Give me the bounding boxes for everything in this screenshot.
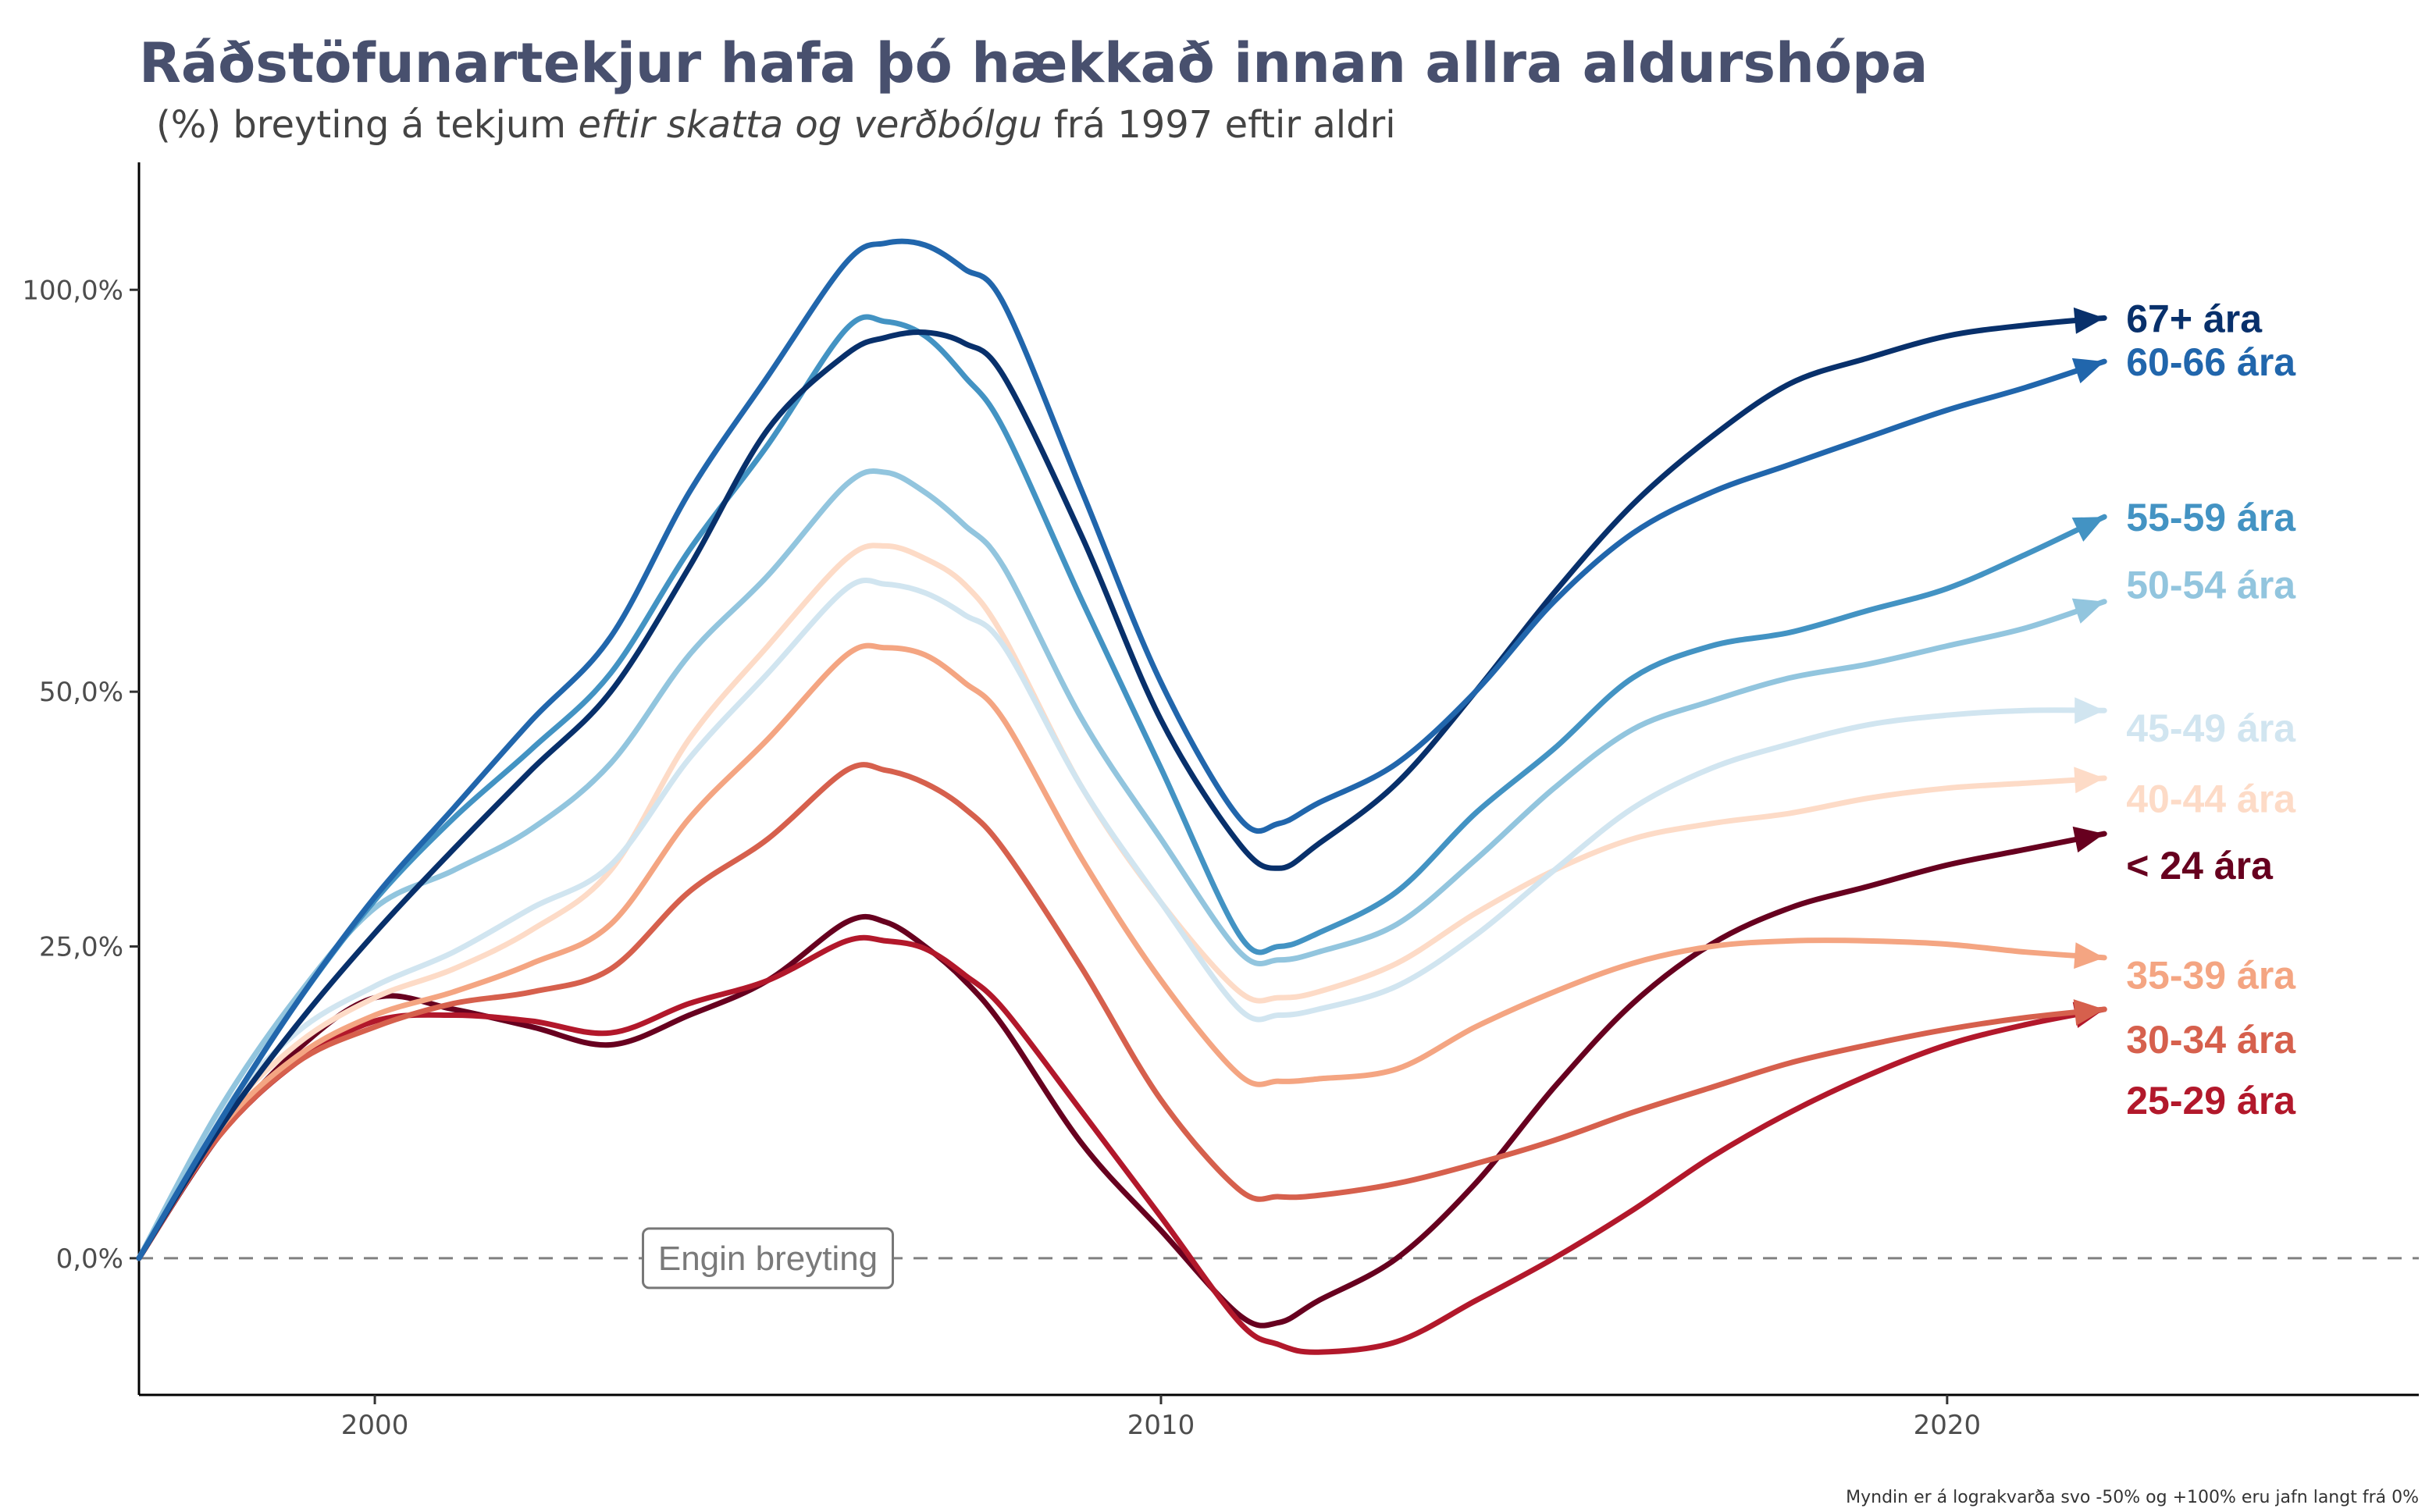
series-arrowhead xyxy=(2074,942,2105,969)
chart-caption: Myndin er á lograkvarða svo -50% og +100… xyxy=(1846,1488,2419,1507)
series-label: 40-44 ára xyxy=(2126,777,2296,820)
series-label: 30-34 ára xyxy=(2126,1018,2296,1062)
series-label: < 24 ára xyxy=(2126,844,2274,888)
y-tick-label: 50,0% xyxy=(39,677,123,708)
series-line xyxy=(136,238,2107,1261)
series-line xyxy=(136,468,2107,1261)
subtitle-part-1: (%) breyting á tekjum xyxy=(156,103,578,147)
series-line xyxy=(136,762,2107,1261)
x-tick-label: 2010 xyxy=(1127,1410,1195,1441)
series-label: 60-66 ára xyxy=(2126,340,2296,384)
chart-subtitle: (%) breyting á tekjum eftir skatta og ve… xyxy=(156,103,1396,147)
series-line xyxy=(136,314,2107,1261)
series-label: 45-49 ára xyxy=(2126,706,2296,750)
series-arrowhead xyxy=(2073,999,2105,1026)
reference-layer: Engin breyting xyxy=(139,1227,2419,1290)
series-arrowhead xyxy=(2071,358,2105,384)
series-arrowhead xyxy=(2074,767,2105,794)
x-tick-label: 2020 xyxy=(1914,1410,1982,1441)
chart-title: Ráðstöfunartekjur hafa þó hækkað innan a… xyxy=(139,31,1928,95)
series-arrowhead xyxy=(2073,307,2105,334)
series-line xyxy=(136,934,2107,1355)
series-line xyxy=(136,578,2107,1261)
series-label: 50-54 ára xyxy=(2126,563,2296,607)
annotation-box xyxy=(642,1227,895,1290)
series-lines xyxy=(136,238,2107,1355)
x-tick-label: 2000 xyxy=(341,1410,409,1441)
series-label: 25-29 ára xyxy=(2126,1079,2296,1122)
y-tick-label: 25,0% xyxy=(39,931,123,962)
x-ticks: 2000 2010 2020 xyxy=(341,1395,1981,1441)
series-line xyxy=(136,315,2107,1261)
series-arrowhead xyxy=(2075,697,2105,724)
series-label: 35-39 ára xyxy=(2126,954,2296,998)
y-ticks: 0,0% 25,0% 50,0% 100,0% xyxy=(22,275,139,1275)
annotation-label: Engin breyting xyxy=(658,1240,878,1278)
y-tick-label: 100,0% xyxy=(22,275,123,306)
series-arrowhead xyxy=(2071,598,2105,624)
series-label: 55-59 ára xyxy=(2126,496,2296,539)
subtitle-emphasis: eftir skatta og verðbólgu xyxy=(578,103,1042,147)
series-arrowhead xyxy=(2071,517,2105,542)
axes xyxy=(137,162,2419,1396)
series-arrowhead xyxy=(2072,826,2105,853)
subtitle-part-2: frá 1997 eftir aldri xyxy=(1042,103,1396,147)
series-line xyxy=(136,831,2107,1329)
series-label: 67+ ára xyxy=(2126,297,2263,340)
y-tick-label: 0,0% xyxy=(56,1243,123,1275)
series-line xyxy=(136,642,2107,1261)
